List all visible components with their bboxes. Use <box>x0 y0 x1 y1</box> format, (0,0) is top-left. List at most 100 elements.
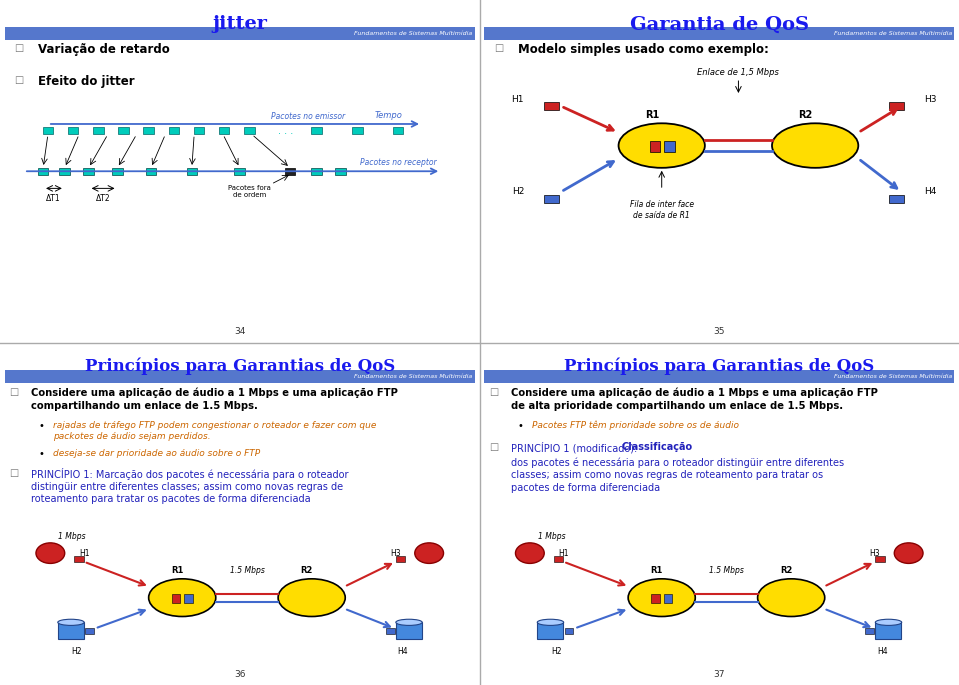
Text: •: • <box>38 421 44 431</box>
Text: H1: H1 <box>79 549 89 558</box>
Bar <box>58 622 84 638</box>
Text: dos pacotes é necessária para o roteador distingüir entre diferentes
classes; as: dos pacotes é necessária para o roteador… <box>511 458 844 493</box>
Bar <box>554 556 564 562</box>
Text: 1.5 Mbps: 1.5 Mbps <box>709 566 744 575</box>
Bar <box>395 556 406 562</box>
Text: Fundamentos de Sistemas Multimídia: Fundamentos de Sistemas Multimídia <box>833 374 951 379</box>
Text: Pacotes fora
de ordem: Pacotes fora de ordem <box>228 185 270 198</box>
Text: H2: H2 <box>72 647 82 656</box>
Bar <box>665 142 675 152</box>
Text: Modelo simples usado como exemplo:: Modelo simples usado como exemplo: <box>518 43 769 55</box>
Text: 1.5 Mbps: 1.5 Mbps <box>229 566 265 575</box>
Circle shape <box>516 543 545 563</box>
Text: H4: H4 <box>877 647 888 656</box>
Bar <box>664 593 672 603</box>
Text: 35: 35 <box>713 327 725 336</box>
Ellipse shape <box>772 123 858 168</box>
Bar <box>186 168 198 175</box>
Text: 34: 34 <box>234 327 246 336</box>
Bar <box>234 168 246 175</box>
Text: R1: R1 <box>645 110 659 120</box>
Bar <box>93 127 104 134</box>
Text: Considere uma aplicação de áudio a 1 Mbps e uma aplicação FTP
de alta prioridade: Considere uma aplicação de áudio a 1 Mbp… <box>511 387 877 411</box>
Ellipse shape <box>58 619 84 625</box>
Ellipse shape <box>758 579 825 616</box>
Text: R2: R2 <box>781 566 792 575</box>
Text: □: □ <box>14 75 24 86</box>
Bar <box>352 127 363 134</box>
Text: deseja-se dar prioridade ao áudio sobre o FTP: deseja-se dar prioridade ao áudio sobre … <box>53 449 260 458</box>
Bar <box>875 556 884 562</box>
Bar <box>184 593 193 603</box>
Bar <box>890 102 903 110</box>
Bar <box>484 370 954 383</box>
Bar <box>395 622 422 638</box>
Text: Fundamentos de Sistemas Multimídia: Fundamentos de Sistemas Multimídia <box>833 32 951 36</box>
Text: ΔT1: ΔT1 <box>46 193 61 203</box>
Bar <box>85 629 94 634</box>
Text: □: □ <box>489 442 499 452</box>
Bar <box>285 168 295 175</box>
Circle shape <box>414 543 443 563</box>
Text: Pacotes no receptor: Pacotes no receptor <box>360 158 436 167</box>
Bar <box>336 168 346 175</box>
Text: PRINCÍPIO 1 (modificado):: PRINCÍPIO 1 (modificado): <box>511 442 640 453</box>
Text: ΔT2: ΔT2 <box>96 193 110 203</box>
Text: Considere uma aplicação de áudio a 1 Mbps e uma aplicação FTP
compartilhando um : Considere uma aplicação de áudio a 1 Mbp… <box>31 387 398 411</box>
Bar <box>169 127 179 134</box>
Bar <box>194 127 204 134</box>
Circle shape <box>894 543 923 563</box>
Text: PRINCÍPIO 1: Marcação dos pacotes é necessária para o roteador
distingüir entre : PRINCÍPIO 1: Marcação dos pacotes é nece… <box>31 467 349 504</box>
Text: Pacotes FTP têm prioridade sobre os de áudio: Pacotes FTP têm prioridade sobre os de á… <box>532 421 739 430</box>
Text: Variação de retardo: Variação de retardo <box>38 43 170 55</box>
Bar <box>68 127 79 134</box>
Bar <box>75 556 84 562</box>
Text: Fundamentos de Sistemas Multimídia: Fundamentos de Sistemas Multimídia <box>354 374 472 379</box>
Text: R1: R1 <box>172 566 183 575</box>
Bar <box>650 142 660 152</box>
Text: H4: H4 <box>924 187 936 197</box>
Bar <box>537 622 563 638</box>
Bar <box>146 168 156 175</box>
Bar <box>38 168 48 175</box>
Text: H4: H4 <box>397 647 409 656</box>
Bar <box>312 168 322 175</box>
Bar <box>5 370 475 383</box>
Text: rajadas de tráfego FTP podem congestionar o roteador e fazer com que
packotes de: rajadas de tráfego FTP podem congestiona… <box>53 421 376 440</box>
Bar <box>651 593 660 603</box>
Text: 1 Mbps: 1 Mbps <box>58 532 85 541</box>
Ellipse shape <box>278 579 345 616</box>
Bar <box>244 127 255 134</box>
Ellipse shape <box>537 619 564 625</box>
Text: □: □ <box>494 43 503 53</box>
Text: Fila de inter face
de saída de R1: Fila de inter face de saída de R1 <box>630 201 693 220</box>
Text: Tempo: Tempo <box>375 111 403 120</box>
Text: Efeito do jitter: Efeito do jitter <box>38 75 135 88</box>
Bar <box>386 629 395 634</box>
Bar <box>545 102 558 110</box>
Text: R2: R2 <box>301 566 313 575</box>
Bar <box>5 27 475 40</box>
Text: R1: R1 <box>651 566 663 575</box>
Bar <box>112 168 123 175</box>
Text: 36: 36 <box>234 670 246 679</box>
Text: H1: H1 <box>511 95 525 104</box>
Text: Princípios para Garantias de QoS: Princípios para Garantias de QoS <box>564 358 875 375</box>
Bar <box>565 629 573 634</box>
Text: Classificação: Classificação <box>622 442 693 452</box>
Bar <box>393 127 404 134</box>
Text: H2: H2 <box>512 187 524 197</box>
Text: Princípios para Garantias de QoS: Princípios para Garantias de QoS <box>84 358 395 375</box>
Text: jitter: jitter <box>212 16 268 34</box>
Text: . . .: . . . <box>278 126 292 136</box>
Bar <box>865 629 875 634</box>
Bar <box>890 195 903 203</box>
Text: □: □ <box>10 467 19 477</box>
Bar <box>172 593 180 603</box>
Text: H1: H1 <box>559 549 569 558</box>
Bar <box>875 622 901 638</box>
Text: Garantia de QoS: Garantia de QoS <box>630 16 808 34</box>
Bar <box>118 127 129 134</box>
Text: H3: H3 <box>869 549 880 558</box>
Ellipse shape <box>628 579 695 616</box>
